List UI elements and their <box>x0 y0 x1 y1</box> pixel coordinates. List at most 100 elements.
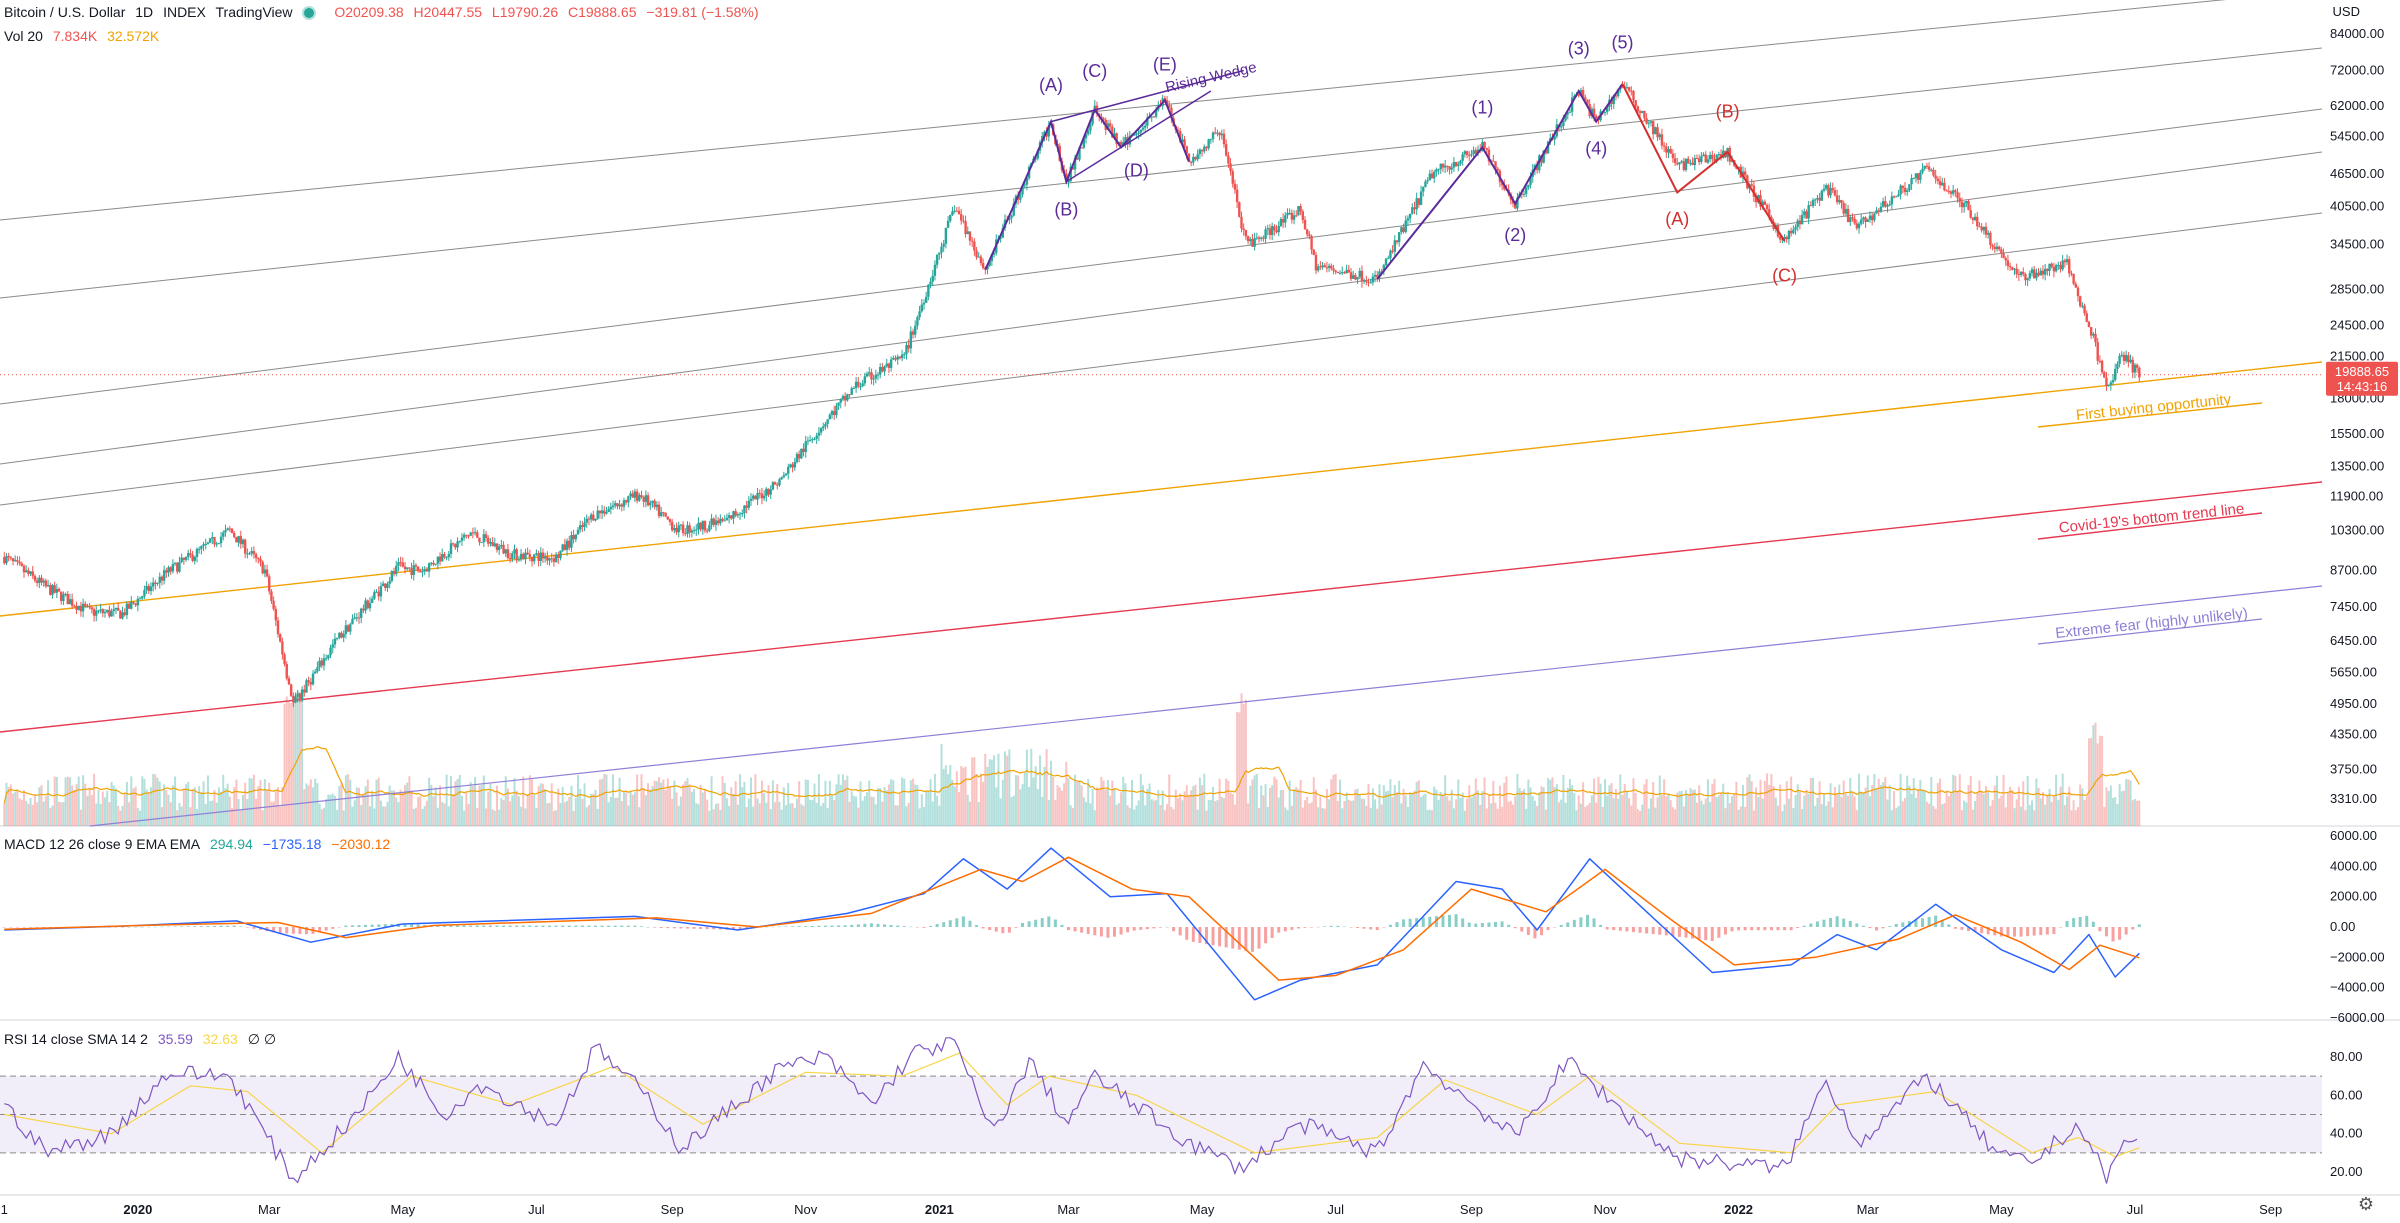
candle-body <box>283 654 286 665</box>
settings-gear-icon[interactable]: ⚙ <box>2357 1194 2374 1214</box>
macd-histogram-bar <box>1047 916 1051 927</box>
rsi-legend[interactable]: RSI 14 close SMA 14 2 35.59 32.63 ∅ ∅ <box>4 1031 282 1048</box>
macd-histogram-bar <box>42 927 46 928</box>
volume-bar <box>603 773 606 826</box>
volume-bar <box>1049 760 1052 826</box>
volume-bar <box>1284 807 1287 826</box>
candle-body <box>787 466 790 474</box>
candle-body <box>631 493 634 498</box>
macd-histogram-bar <box>1211 927 1215 946</box>
candle-body <box>2092 333 2095 336</box>
candle-body <box>1680 161 1683 163</box>
candle-body <box>986 265 989 270</box>
volume-bar <box>128 802 131 826</box>
candle-body <box>1185 146 1188 154</box>
candle-body <box>1170 107 1173 119</box>
volume-bar <box>246 799 249 826</box>
volume-bar <box>1253 775 1256 826</box>
candle-body <box>1343 272 1346 274</box>
candle-body <box>68 599 72 605</box>
candle-body <box>600 510 604 514</box>
macd-histogram-bar <box>377 924 381 927</box>
price-tick-label: 72000.00 <box>2330 62 2384 77</box>
candle-body <box>1805 211 1808 219</box>
volume-bar <box>176 810 179 826</box>
volume-bar <box>568 797 571 826</box>
candle-body <box>1660 134 1664 146</box>
candle-body <box>121 612 124 619</box>
symbol-name[interactable]: Bitcoin / U.S. Dollar <box>4 4 126 20</box>
candle-body <box>1452 162 1456 168</box>
macd-histogram-bar <box>1264 927 1268 944</box>
candle-body <box>3 557 6 564</box>
candle-body <box>1312 249 1315 255</box>
candle-body <box>1752 185 1756 197</box>
volume-bar <box>1560 799 1563 826</box>
volume-bar <box>2017 786 2020 826</box>
candle-body <box>603 510 606 514</box>
volume-bar <box>806 780 809 826</box>
candle-body <box>162 570 166 581</box>
candle-body <box>1750 184 1753 186</box>
rsi-tick-label: 80.00 <box>2330 1049 2363 1064</box>
volume-bar <box>1295 787 1298 826</box>
macd-histogram-bar <box>1257 927 1261 949</box>
volume-bar <box>71 785 74 826</box>
volume-bar <box>1814 805 1817 826</box>
volume-bar <box>1671 807 1674 826</box>
volume-bar <box>605 774 608 826</box>
volume-bar <box>1787 798 1790 826</box>
candle-body <box>384 583 387 588</box>
currency-label[interactable]: USD <box>2332 4 2360 19</box>
candle-body <box>1238 202 1241 217</box>
candle-body <box>1643 110 1646 119</box>
volume-bar <box>979 773 982 826</box>
candle-body <box>990 254 994 262</box>
candle-body <box>1393 240 1396 252</box>
candle-body <box>745 505 748 508</box>
macd-histogram-bar <box>212 925 216 927</box>
volume-bar <box>66 776 69 826</box>
macd-histogram-bar <box>1717 927 1721 938</box>
volume-bar <box>1279 790 1282 826</box>
interval-label[interactable]: 1D <box>135 4 154 20</box>
macd-histogram-bar <box>1421 917 1425 927</box>
volume-bar <box>1286 810 1289 826</box>
volume-bar <box>756 798 759 826</box>
wave-label: (A) <box>1665 209 1689 229</box>
volume-bar <box>1805 789 1808 826</box>
candle-body <box>1584 97 1587 100</box>
candle-body <box>2006 260 2010 267</box>
rsi-sma-line <box>4 1052 2140 1158</box>
volume-bar <box>487 791 490 826</box>
macd-histogram-bar <box>942 922 946 927</box>
candle-body <box>1087 130 1090 135</box>
candle-body <box>2022 271 2025 275</box>
volume-bar <box>1152 800 1155 826</box>
macd-histogram-bar <box>1454 914 1458 927</box>
macd-histogram-bar <box>502 925 506 927</box>
candle-body <box>2024 274 2027 281</box>
volume-bar <box>2109 785 2112 826</box>
macd-histogram-bar <box>823 925 827 927</box>
volume-bar <box>852 795 855 826</box>
volume-bar <box>1531 796 1534 826</box>
macd-histogram-bar <box>318 927 322 933</box>
volume-bar <box>517 796 520 826</box>
candle-body <box>826 419 829 424</box>
volume-bar <box>743 781 746 826</box>
volume-bar <box>1544 809 1547 826</box>
candle-body <box>1231 171 1234 184</box>
candle-body <box>524 552 527 560</box>
candle-body <box>1443 165 1447 168</box>
candle-body <box>916 317 919 326</box>
volume-bar <box>1310 802 1313 826</box>
volume-bar <box>577 775 579 826</box>
macd-legend[interactable]: MACD 12 26 close 9 EMA EMA 294.94 −1735.… <box>4 836 396 852</box>
volume-legend[interactable]: Vol 20 7.834K 32.572K <box>4 28 165 44</box>
volume-bar <box>622 792 625 826</box>
volume-bar <box>432 796 435 826</box>
volume-bar <box>16 789 19 826</box>
volume-bar <box>1621 794 1624 826</box>
